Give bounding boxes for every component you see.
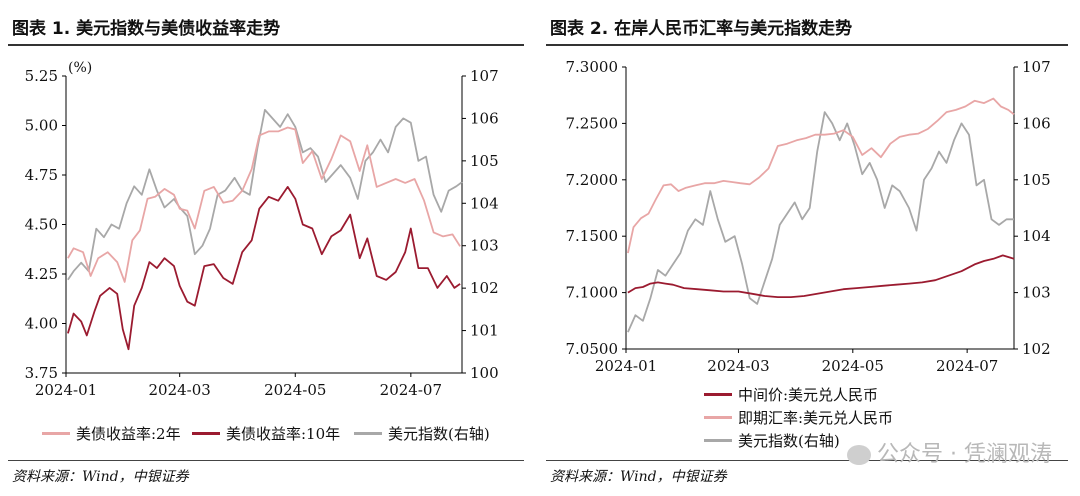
right-axis-tick-label: 104 <box>470 194 499 212</box>
right-axis-tick-label: 105 <box>470 152 499 170</box>
figure-1-source-rule <box>8 460 524 461</box>
right-axis-tick-label: 100 <box>470 364 499 382</box>
right-axis-tick-label: 105 <box>1022 171 1051 189</box>
legend-swatch-dxy <box>354 432 382 435</box>
watermark: 公众号 · 凭澜观涛 <box>847 436 1052 468</box>
figure-1-title: 图表 1. 美元指数与美债收益率走势 <box>12 19 281 39</box>
left-axis-tick-label: 7.3000 <box>566 58 619 76</box>
right-axis-tick-label: 107 <box>1022 58 1051 76</box>
x-axis-tick-label: 2024-01 <box>595 357 657 375</box>
x-axis-tick-label: 2024-05 <box>822 357 884 375</box>
right-axis-tick-label: 106 <box>470 109 499 127</box>
x-axis-tick-label: 2024-05 <box>264 381 326 399</box>
series-line-0 <box>627 254 1015 298</box>
wechat-icon <box>847 445 872 465</box>
legend-swatch-2y <box>42 432 70 435</box>
left-axis-tick-label: 7.1000 <box>566 284 619 302</box>
figure-2-panel: 图表 2. 在岸人民币汇率与美元指数走势 7.0500 7.1000 7.1500 7… <box>540 0 1080 496</box>
right-axis-tick-label: 103 <box>470 237 499 255</box>
figure-2-chart: 7.0500 7.1000 7.1500 7.2000 7.2500 7.3000 102 1… <box>566 58 1051 375</box>
legend-item-dxy: 美元指数(右轴) <box>354 423 490 445</box>
legend-swatch-spot <box>704 416 732 419</box>
x-axis-tick-label: 2024-07 <box>936 357 998 375</box>
series-line-1 <box>627 97 1015 254</box>
figure-2-title-rule <box>546 44 1068 46</box>
watermark-text: 公众号 · 凭澜观涛 <box>877 442 1052 467</box>
left-axis-tick-label: 5.25 <box>25 67 58 85</box>
left-axis-tick-label: 4.50 <box>25 216 58 234</box>
left-axis-tick-label: 4.75 <box>25 166 58 184</box>
x-axis-tick-label: 2024-01 <box>35 381 97 399</box>
legend-swatch-10y <box>192 432 220 435</box>
left-axis-tick-label: 7.1500 <box>566 227 619 245</box>
right-axis-tick-label: 103 <box>1022 284 1051 302</box>
legend-item-spot: 即期汇率:美元兑人民币 <box>704 407 893 429</box>
series-line-2 <box>627 111 1014 333</box>
right-axis-tick-label: 104 <box>1022 227 1051 245</box>
right-axis-tick-label: 106 <box>1022 114 1051 132</box>
legend-item-10y: 美债收益率:10年 <box>192 423 340 445</box>
right-axis-tick-label: 107 <box>470 67 499 85</box>
figure-2-source-rule <box>546 460 1068 461</box>
left-axis-tick-label: 5.00 <box>25 117 58 135</box>
legend-item-2y: 美债收益率:2年 <box>42 423 181 445</box>
figure-2-title: 图表 2. 在岸人民币汇率与美元指数走势 <box>550 19 853 39</box>
legend-swatch-dxy-2 <box>704 439 732 442</box>
legend-label-central-parity: 中间价:美元兑人民币 <box>738 386 879 404</box>
legend-label-spot: 即期汇率:美元兑人民币 <box>738 409 894 427</box>
legend-item-central-parity: 中间价:美元兑人民币 <box>704 384 878 406</box>
legend-label-dxy-2: 美元指数(右轴) <box>738 432 840 450</box>
figure-1-source: 资料来源：Wind，中银证券 <box>12 469 189 485</box>
right-axis-tick-label: 102 <box>470 279 499 297</box>
legend-label-dxy: 美元指数(右轴) <box>388 425 490 443</box>
x-axis-tick-label: 2024-07 <box>380 381 442 399</box>
series-line-2 <box>67 109 463 281</box>
figure-1-chart: 3.75 4.00 4.25 4.50 4.75 5.00 5.25 100 101 102 103… <box>25 60 499 399</box>
left-axis-tick-label: 7.2000 <box>566 171 619 189</box>
x-axis-tick-label: 2024-03 <box>149 381 211 399</box>
legend-swatch-central-parity <box>704 393 732 396</box>
left-axis-unit: (%) <box>68 60 92 76</box>
left-axis-tick-label: 7.0500 <box>566 340 619 358</box>
right-axis-tick-label: 101 <box>470 322 499 340</box>
legend-label-2y: 美债收益率:2年 <box>76 425 181 443</box>
figure-2-source: 资料来源：Wind，中银证券 <box>550 469 727 485</box>
series-line-1 <box>67 186 461 351</box>
series-line-0 <box>67 126 461 283</box>
left-axis-tick-label: 4.25 <box>25 265 58 283</box>
right-axis-tick-label: 102 <box>1022 340 1051 358</box>
legend-item-dxy-2: 美元指数(右轴) <box>704 430 840 452</box>
left-axis-tick-label: 7.2500 <box>566 114 619 132</box>
figure-1-panel: 图表 1. 美元指数与美债收益率走势 3.75 4.00 4.25 4.50 4.75 5… <box>8 19 524 485</box>
legend-label-10y: 美债收益率:10年 <box>226 425 341 443</box>
x-axis-tick-label: 2024-03 <box>707 357 769 375</box>
left-axis-tick-label: 4.00 <box>25 315 58 333</box>
figure-1-title-rule <box>8 44 524 46</box>
left-axis-tick-label: 3.75 <box>25 364 58 382</box>
